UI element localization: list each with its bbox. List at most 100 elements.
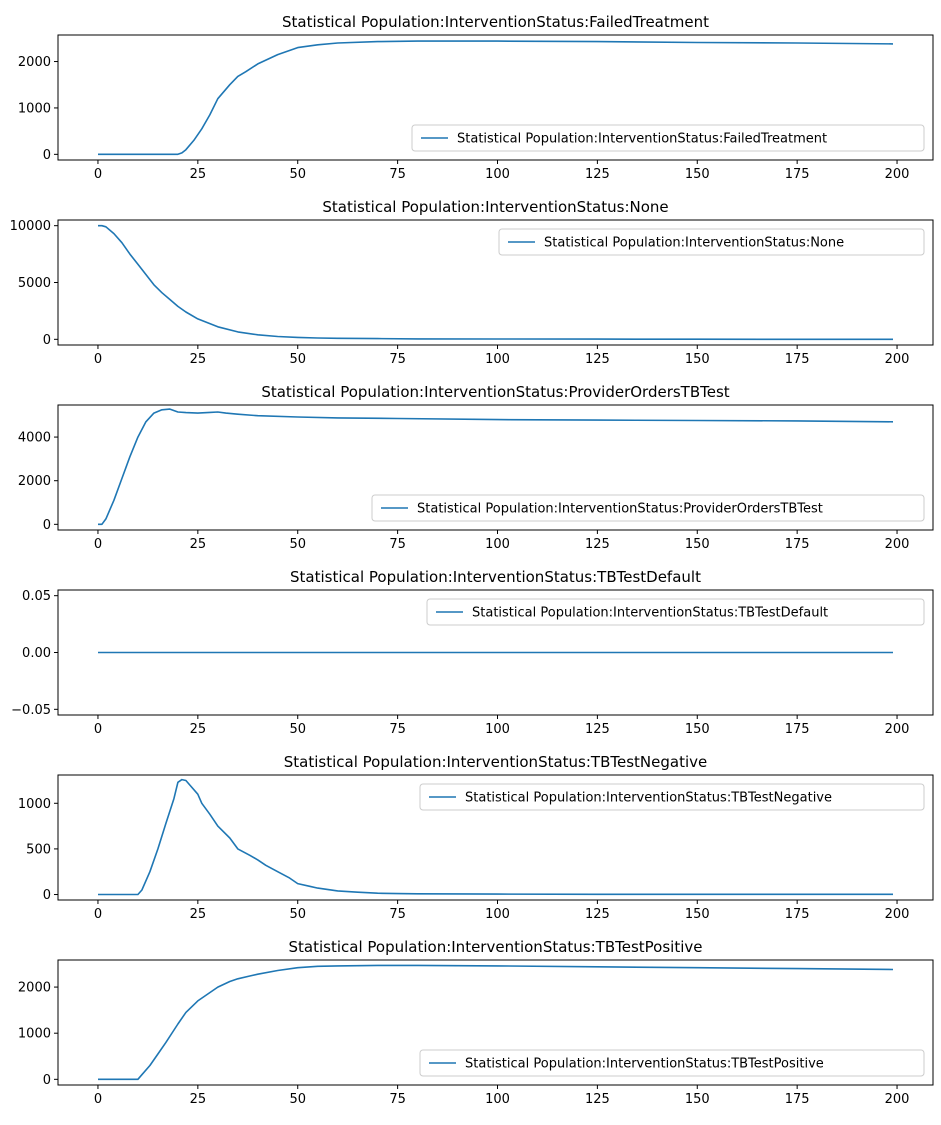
x-tick-label: 75	[389, 722, 406, 737]
y-tick-label: 0.05	[22, 589, 51, 604]
x-tick-label: 25	[190, 722, 207, 737]
series-line	[98, 224, 893, 341]
x-tick-label: 75	[389, 537, 406, 552]
y-tick-label: 4000	[18, 431, 51, 446]
subplot-title: Statistical Population:InterventionStatu…	[284, 753, 707, 771]
x-tick-label: 175	[785, 167, 810, 182]
x-tick-label: 200	[885, 352, 910, 367]
x-tick-label: 75	[389, 352, 406, 367]
subplot-4: Statistical Population:InterventionStatu…	[11, 568, 934, 737]
subplot-title: Statistical Population:InterventionStatu…	[290, 568, 701, 586]
x-tick-label: 150	[685, 167, 710, 182]
x-tick-label: 200	[885, 167, 910, 182]
x-tick-label: 0	[94, 907, 102, 922]
legend-label: Statistical Population:InterventionStatu…	[544, 236, 844, 251]
legend: Statistical Population:InterventionStatu…	[419, 1049, 925, 1077]
y-tick-label: 0	[43, 1073, 51, 1088]
x-tick-label: 0	[94, 352, 102, 367]
x-tick-label: 150	[685, 352, 710, 367]
x-tick-label: 100	[485, 537, 510, 552]
y-tick-label: 2000	[18, 981, 51, 996]
legend-box	[426, 598, 925, 626]
x-tick-label: 50	[289, 352, 306, 367]
legend-label: Statistical Population:InterventionStatu…	[465, 1057, 824, 1072]
x-tick-label: 125	[585, 537, 610, 552]
x-tick-label: 175	[785, 722, 810, 737]
x-tick-label: 100	[485, 1092, 510, 1107]
y-tick-label: 0	[43, 518, 51, 533]
y-tick-label: 1000	[18, 1027, 51, 1042]
x-tick-label: 175	[785, 907, 810, 922]
x-tick-label: 200	[885, 1092, 910, 1107]
y-tick-label: 1000	[18, 797, 51, 812]
series-line	[98, 40, 894, 156]
x-tick-label: 50	[289, 907, 306, 922]
legend-box	[411, 124, 925, 152]
y-tick-label: 5000	[18, 276, 51, 291]
x-tick-label: 0	[94, 537, 102, 552]
x-tick-label: 200	[885, 537, 910, 552]
y-tick-label: 0	[43, 333, 51, 348]
x-tick-label: 200	[885, 907, 910, 922]
y-tick-label: 0	[43, 888, 51, 903]
x-tick-label: 25	[190, 167, 207, 182]
x-tick-label: 175	[785, 537, 810, 552]
x-tick-label: 75	[389, 907, 406, 922]
legend: Statistical Population:InterventionStatu…	[419, 783, 925, 811]
legend-label: Statistical Population:InterventionStatu…	[457, 132, 827, 147]
x-tick-label: 125	[585, 722, 610, 737]
legend: Statistical Population:InterventionStatu…	[426, 598, 925, 626]
legend: Statistical Population:InterventionStatu…	[411, 124, 925, 152]
y-tick-label: 10000	[10, 219, 51, 234]
x-tick-label: 125	[585, 1092, 610, 1107]
legend: Statistical Population:InterventionStatu…	[498, 228, 925, 256]
series-line	[98, 964, 894, 1081]
x-tick-label: 150	[685, 1092, 710, 1107]
y-tick-label: 500	[26, 842, 51, 857]
x-tick-label: 50	[289, 722, 306, 737]
x-tick-label: 25	[190, 1092, 207, 1107]
subplot-5: Statistical Population:InterventionStatu…	[18, 753, 934, 922]
series-line	[98, 778, 893, 896]
plot-frame	[57, 959, 934, 1086]
y-tick-label: 2000	[18, 55, 51, 70]
x-tick-label: 100	[485, 907, 510, 922]
legend-box	[419, 1049, 925, 1077]
x-tick-label: 0	[94, 167, 102, 182]
y-tick-label: −0.05	[11, 703, 51, 718]
legend: Statistical Population:InterventionStatu…	[371, 494, 925, 522]
x-tick-label: 150	[685, 722, 710, 737]
y-tick-label: 0.00	[22, 646, 51, 661]
x-tick-label: 100	[485, 722, 510, 737]
legend-label: Statistical Population:InterventionStatu…	[465, 791, 832, 806]
x-tick-label: 100	[485, 352, 510, 367]
subplot-6: Statistical Population:InterventionStatu…	[18, 938, 934, 1107]
x-tick-label: 125	[585, 167, 610, 182]
subplot-1: Statistical Population:InterventionStatu…	[18, 13, 934, 182]
plot-frame	[57, 34, 934, 161]
x-tick-label: 175	[785, 1092, 810, 1107]
subplot-title: Statistical Population:InterventionStatu…	[322, 198, 668, 216]
plot-frame	[57, 404, 934, 531]
y-tick-label: 0	[43, 148, 51, 163]
legend-box	[419, 783, 925, 811]
x-tick-label: 0	[94, 1092, 102, 1107]
x-tick-label: 50	[289, 537, 306, 552]
x-tick-label: 75	[389, 1092, 406, 1107]
x-tick-label: 150	[685, 537, 710, 552]
x-tick-label: 25	[190, 907, 207, 922]
x-tick-label: 0	[94, 722, 102, 737]
series-line	[98, 408, 894, 526]
subplot-2: Statistical Population:InterventionStatu…	[10, 198, 934, 367]
x-tick-label: 50	[289, 1092, 306, 1107]
y-tick-label: 1000	[18, 101, 51, 116]
x-tick-label: 25	[190, 537, 207, 552]
subplot-3: Statistical Population:InterventionStatu…	[18, 383, 934, 552]
subplot-title: Statistical Population:InterventionStatu…	[261, 383, 729, 401]
x-tick-label: 150	[685, 907, 710, 922]
x-tick-label: 50	[289, 167, 306, 182]
x-tick-label: 100	[485, 167, 510, 182]
x-tick-label: 200	[885, 722, 910, 737]
legend-box	[371, 494, 925, 522]
